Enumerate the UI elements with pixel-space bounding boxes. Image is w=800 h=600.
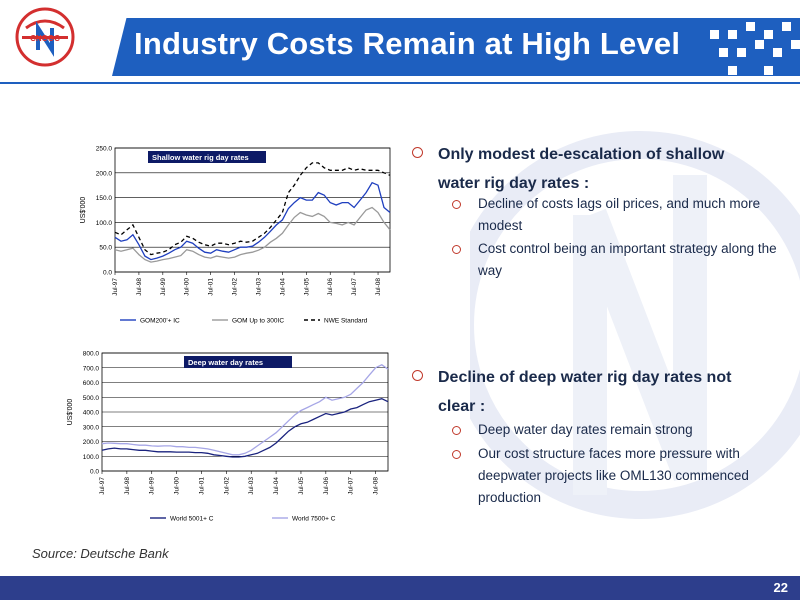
bullet-circle-icon (412, 147, 423, 158)
series-line (101, 364, 389, 456)
title-bar-extension (640, 18, 800, 76)
legend-label: NWE Standard (324, 318, 368, 325)
bullet-circle-icon (412, 370, 423, 381)
bullet-text: Decline of costs lags oil prices, and mu… (478, 196, 761, 233)
chart-title: Deep water day rates (188, 358, 263, 367)
y-tick-label: 800.0 (83, 351, 100, 358)
x-tick-label: Jul-08 (375, 278, 382, 296)
chart-title: Shallow water rig day rates (152, 153, 249, 162)
bullet-circle-icon (452, 426, 461, 435)
y-tick-label: 150.0 (96, 195, 113, 202)
y-axis-label: US$'000 (80, 197, 87, 224)
x-tick-label: Jul-99 (160, 278, 167, 296)
x-tick-label: Jul-03 (255, 278, 262, 296)
legend-label: World 7500+ C (292, 516, 336, 523)
bullet-circle-icon (452, 245, 461, 254)
y-tick-label: 250.0 (96, 146, 113, 153)
chart-title-box: Shallow water rig day rates (148, 151, 266, 163)
legend-label: World 5001+ C (170, 516, 214, 523)
page-number: 22 (773, 580, 788, 595)
y-tick-label: 50.0 (99, 245, 112, 252)
series-line (101, 398, 389, 458)
chart-title-bg (184, 356, 292, 368)
bullet-secondary: Deep water day rates remain strong (452, 419, 778, 441)
bullet-text: Our cost structure faces more pressure w… (478, 446, 749, 505)
shallow-water-chart: 0.0 50.0 100.0 150.0 200.0 250.0 US$'000 Jul-97… (80, 146, 391, 325)
x-tick-label: Jul-00 (184, 278, 191, 296)
y-tick-label: 300.0 (83, 424, 100, 431)
footer-bar (0, 576, 800, 600)
plot-area (114, 147, 391, 273)
bullet-secondary: Cost control being an important strategy… (452, 238, 778, 282)
x-tick-label: Jul-98 (136, 278, 143, 296)
source-note: Source: Deutsche Bank (32, 546, 169, 561)
x-tick-label: Jul-06 (327, 278, 334, 296)
bullet-secondary: Decline of costs lags oil prices, and mu… (452, 193, 778, 237)
chart-title-bg (148, 151, 266, 163)
bullet-text: Decline of deep water rig day rates not … (438, 369, 732, 415)
x-tick-label: Jul-99 (149, 477, 156, 495)
x-tick-label: Jul-01 (208, 278, 215, 296)
legend-label: GOM Up to 300IC (232, 318, 284, 325)
y-tick-label: 100.0 (83, 454, 100, 461)
y-tick-label: 0.0 (103, 270, 112, 277)
x-tick-label: Jul-04 (279, 278, 286, 296)
header-rule (0, 82, 800, 84)
deep-water-chart: 0.0 100.0 200.0 300.0 400.0 500.0 600.0 700.0 80… (67, 351, 389, 523)
series-line (114, 181, 391, 261)
bullet-text: Cost control being an important strategy… (478, 241, 777, 278)
bullet-circle-icon (452, 200, 461, 209)
bullet-text: Deep water day rates remain strong (478, 422, 693, 437)
checker-pattern-decoration (710, 22, 800, 75)
x-tick-label: Jul-97 (99, 477, 106, 495)
cnooc-logo: CNOOC (15, 7, 75, 67)
x-tick-label: Jul-03 (248, 477, 255, 495)
svg-text:CNOOC: CNOOC (30, 34, 60, 43)
series-line (114, 206, 391, 263)
x-tick-label: Jul-08 (373, 477, 380, 495)
legend-label: GOM200'+ IC (140, 318, 180, 325)
x-tick-label: Jul-07 (348, 477, 355, 495)
y-tick-label: 700.0 (83, 365, 100, 372)
x-tick-label: Jul-06 (323, 477, 330, 495)
bullet-secondary: Our cost structure faces more pressure w… (452, 443, 778, 509)
bullet-circle-icon (452, 450, 461, 459)
x-tick-label: Jul-00 (174, 477, 181, 495)
x-tick-label: Jul-07 (351, 278, 358, 296)
chart-title-box: Deep water day rates (184, 356, 292, 368)
y-tick-label: 600.0 (83, 380, 100, 387)
x-tick-label: Jul-05 (298, 477, 305, 495)
slide-header: CNOOC Industry Costs Remain at High Leve… (0, 0, 800, 90)
bullet-primary: Only modest de-escalation of shallow wat… (412, 140, 768, 198)
bullet-primary: Decline of deep water rig day rates not … (412, 363, 768, 421)
x-tick-label: Jul-97 (112, 278, 119, 296)
series-line (114, 162, 391, 256)
x-tick-label: Jul-01 (198, 477, 205, 495)
y-tick-label: 200.0 (96, 170, 113, 177)
x-tick-label: Jul-98 (124, 477, 131, 495)
bullet-text: Only modest de-escalation of shallow wat… (438, 146, 725, 192)
x-tick-label: Jul-04 (273, 477, 280, 495)
page-title: Industry Costs Remain at High Level (134, 26, 681, 61)
y-tick-label: 100.0 (96, 220, 113, 227)
x-tick-label: Jul-02 (232, 278, 239, 296)
y-tick-label: 0.0 (90, 469, 99, 476)
y-tick-label: 400.0 (83, 410, 100, 417)
y-tick-label: 200.0 (83, 439, 100, 446)
y-tick-label: 500.0 (83, 395, 100, 402)
background-watermark (470, 131, 800, 519)
x-tick-label: Jul-02 (223, 477, 230, 495)
y-axis-label: US$'000 (67, 399, 74, 426)
x-tick-label: Jul-05 (303, 278, 310, 296)
